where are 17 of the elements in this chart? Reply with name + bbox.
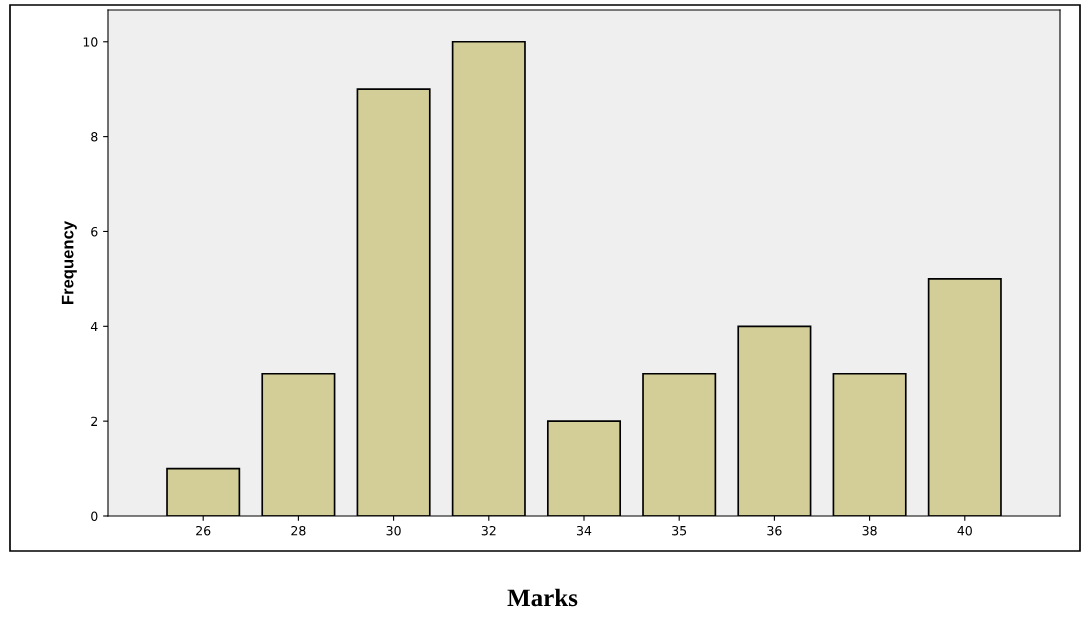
x-tick-label: 26 bbox=[196, 525, 211, 536]
y-tick-label: 2 bbox=[91, 416, 98, 426]
x-tick-label: 34 bbox=[577, 525, 592, 536]
x-tick-label: 38 bbox=[862, 525, 877, 536]
y-tick-label: 4 bbox=[90, 321, 98, 332]
y-axis-title: Frequency bbox=[61, 220, 77, 305]
x-tick-label: 30 bbox=[386, 525, 401, 536]
y-tick-label: 6 bbox=[91, 226, 98, 237]
x-tick-label: 36 bbox=[767, 525, 782, 536]
x-axis-title: Marks bbox=[507, 588, 578, 607]
x-tick-label: 28 bbox=[291, 525, 306, 536]
y-tick-label: 8 bbox=[91, 132, 98, 142]
x-tick-label: 40 bbox=[957, 525, 972, 536]
x-tick-label: 35 bbox=[672, 525, 687, 536]
y-tick-label: 0 bbox=[91, 511, 98, 521]
y-tick-label: 10 bbox=[83, 37, 98, 47]
x-tick-label: 32 bbox=[481, 525, 496, 536]
